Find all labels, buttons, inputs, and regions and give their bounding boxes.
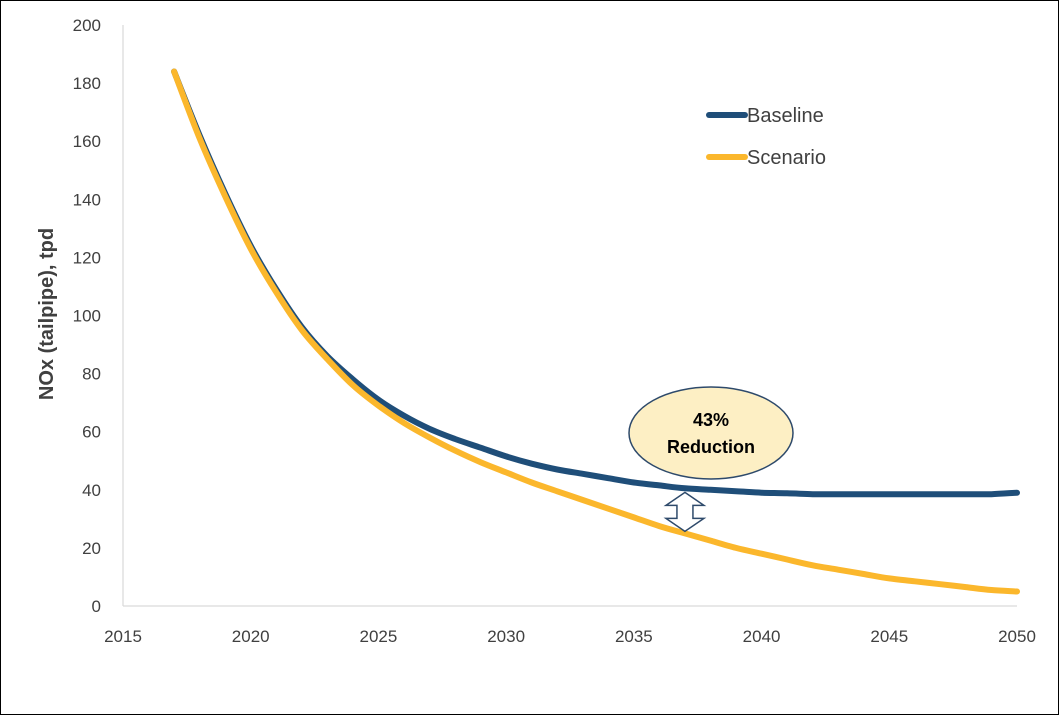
y-tick-label: 140 <box>73 190 101 209</box>
y-tick-label: 40 <box>82 481 101 500</box>
x-tick-label: 2035 <box>615 627 653 646</box>
series-lines <box>171 68 1020 595</box>
x-tick-label: 2030 <box>487 627 525 646</box>
annotation-line-2: Reduction <box>667 437 755 457</box>
y-tick-label: 120 <box>73 248 101 267</box>
y-tick-label: 200 <box>73 16 101 35</box>
legend-label-baseline: Baseline <box>747 105 824 127</box>
x-tick-label: 2025 <box>360 627 398 646</box>
y-tick-label: 100 <box>73 307 101 326</box>
y-tick-label: 180 <box>73 74 101 93</box>
series-line-baseline <box>171 68 1020 498</box>
annotation-line-1: 43% <box>693 410 729 430</box>
y-tick-labels: 0 20 40 60 80 100 120 140 160 180 200 <box>73 16 101 616</box>
axes <box>122 25 1017 607</box>
y-tick-label: 20 <box>82 539 101 558</box>
x-tick-label: 2045 <box>870 627 908 646</box>
y-tick-label: 80 <box>82 365 101 384</box>
annotation-bubble <box>628 386 794 480</box>
x-tick-label: 2020 <box>232 627 270 646</box>
y-tick-label: 0 <box>92 597 101 616</box>
y-axis-label: NOx (tailpipe), tpd <box>36 228 58 400</box>
annotation: 43% Reduction <box>628 386 794 533</box>
series-line-scenario <box>171 68 1020 595</box>
x-tick-label: 2050 <box>998 627 1036 646</box>
x-tick-label: 2015 <box>104 627 142 646</box>
y-tick-label: 160 <box>73 132 101 151</box>
x-tick-labels: 2015 2020 2025 2030 2035 2040 2045 2050 <box>104 627 1036 646</box>
double-arrow-icon <box>663 491 707 533</box>
x-tick-label: 2040 <box>743 627 781 646</box>
legend: Baseline Scenario <box>706 105 826 169</box>
legend-label-scenario: Scenario <box>747 147 826 169</box>
y-tick-label: 60 <box>82 423 101 442</box>
